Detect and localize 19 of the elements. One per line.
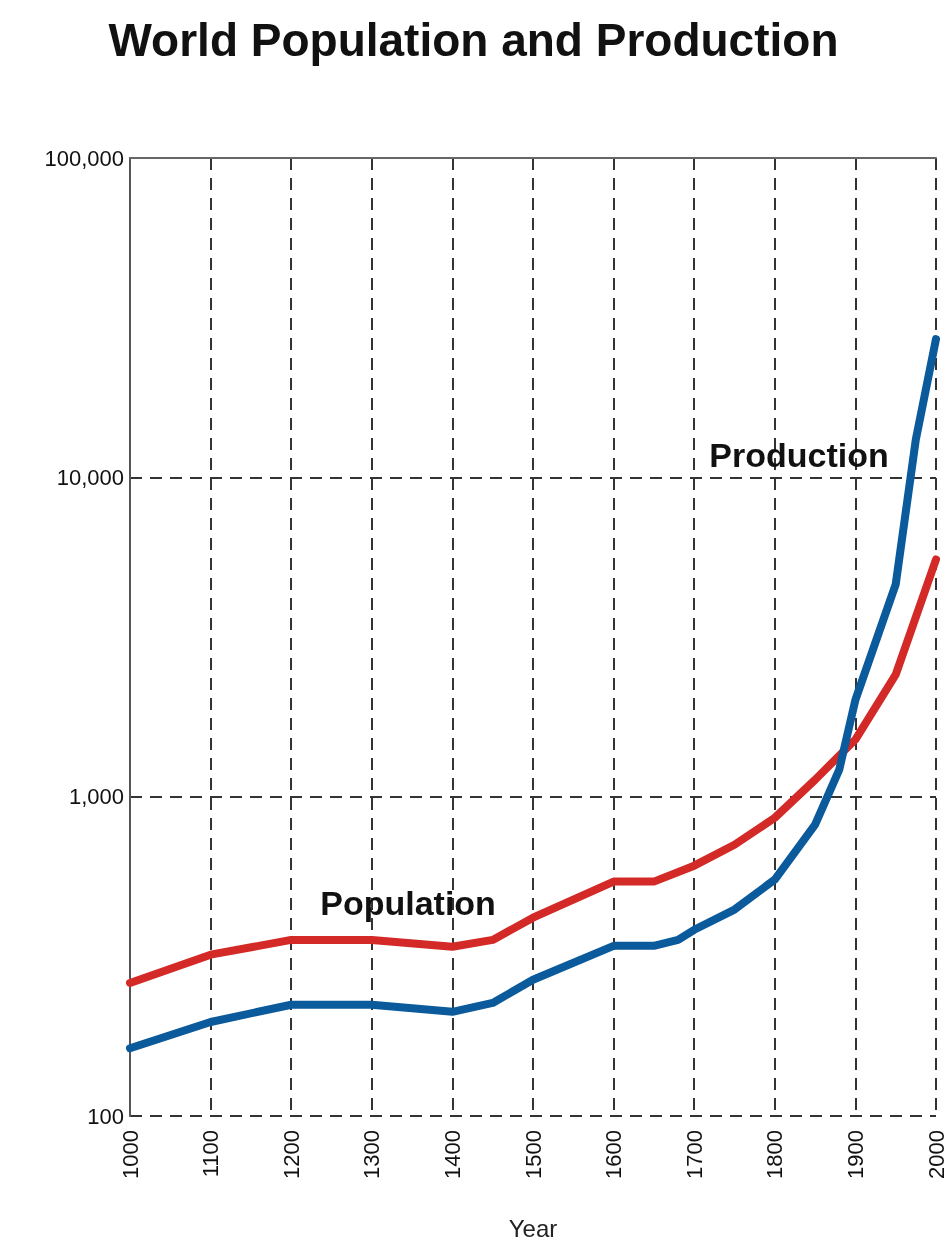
y-tick-label: 1,000	[68, 784, 124, 810]
series-label: Population	[320, 884, 496, 923]
x-tick-label: 1800	[762, 1130, 788, 1179]
x-tick-label: 1600	[601, 1130, 627, 1179]
x-tick-label: 1100	[198, 1130, 224, 1178]
y-tick-label: 100	[87, 1103, 124, 1129]
y-tick-label: 100,000	[44, 145, 124, 171]
x-tick-label: 1200	[278, 1130, 304, 1179]
x-tick-label: 1900	[842, 1130, 868, 1179]
series-label: Production	[709, 435, 889, 474]
y-tick-label: 10,000	[56, 464, 124, 490]
x-axis-title: Year	[508, 1214, 558, 1242]
x-tick-label: 2000	[923, 1130, 947, 1179]
x-tick-label: 1000	[117, 1130, 143, 1179]
chart-title: World Population and Production	[108, 14, 839, 66]
x-tick-label: 1300	[359, 1130, 385, 1179]
x-tick-label: 1500	[520, 1130, 546, 1179]
x-tick-label: 1700	[681, 1130, 707, 1179]
x-tick-label: 1400	[439, 1130, 465, 1179]
